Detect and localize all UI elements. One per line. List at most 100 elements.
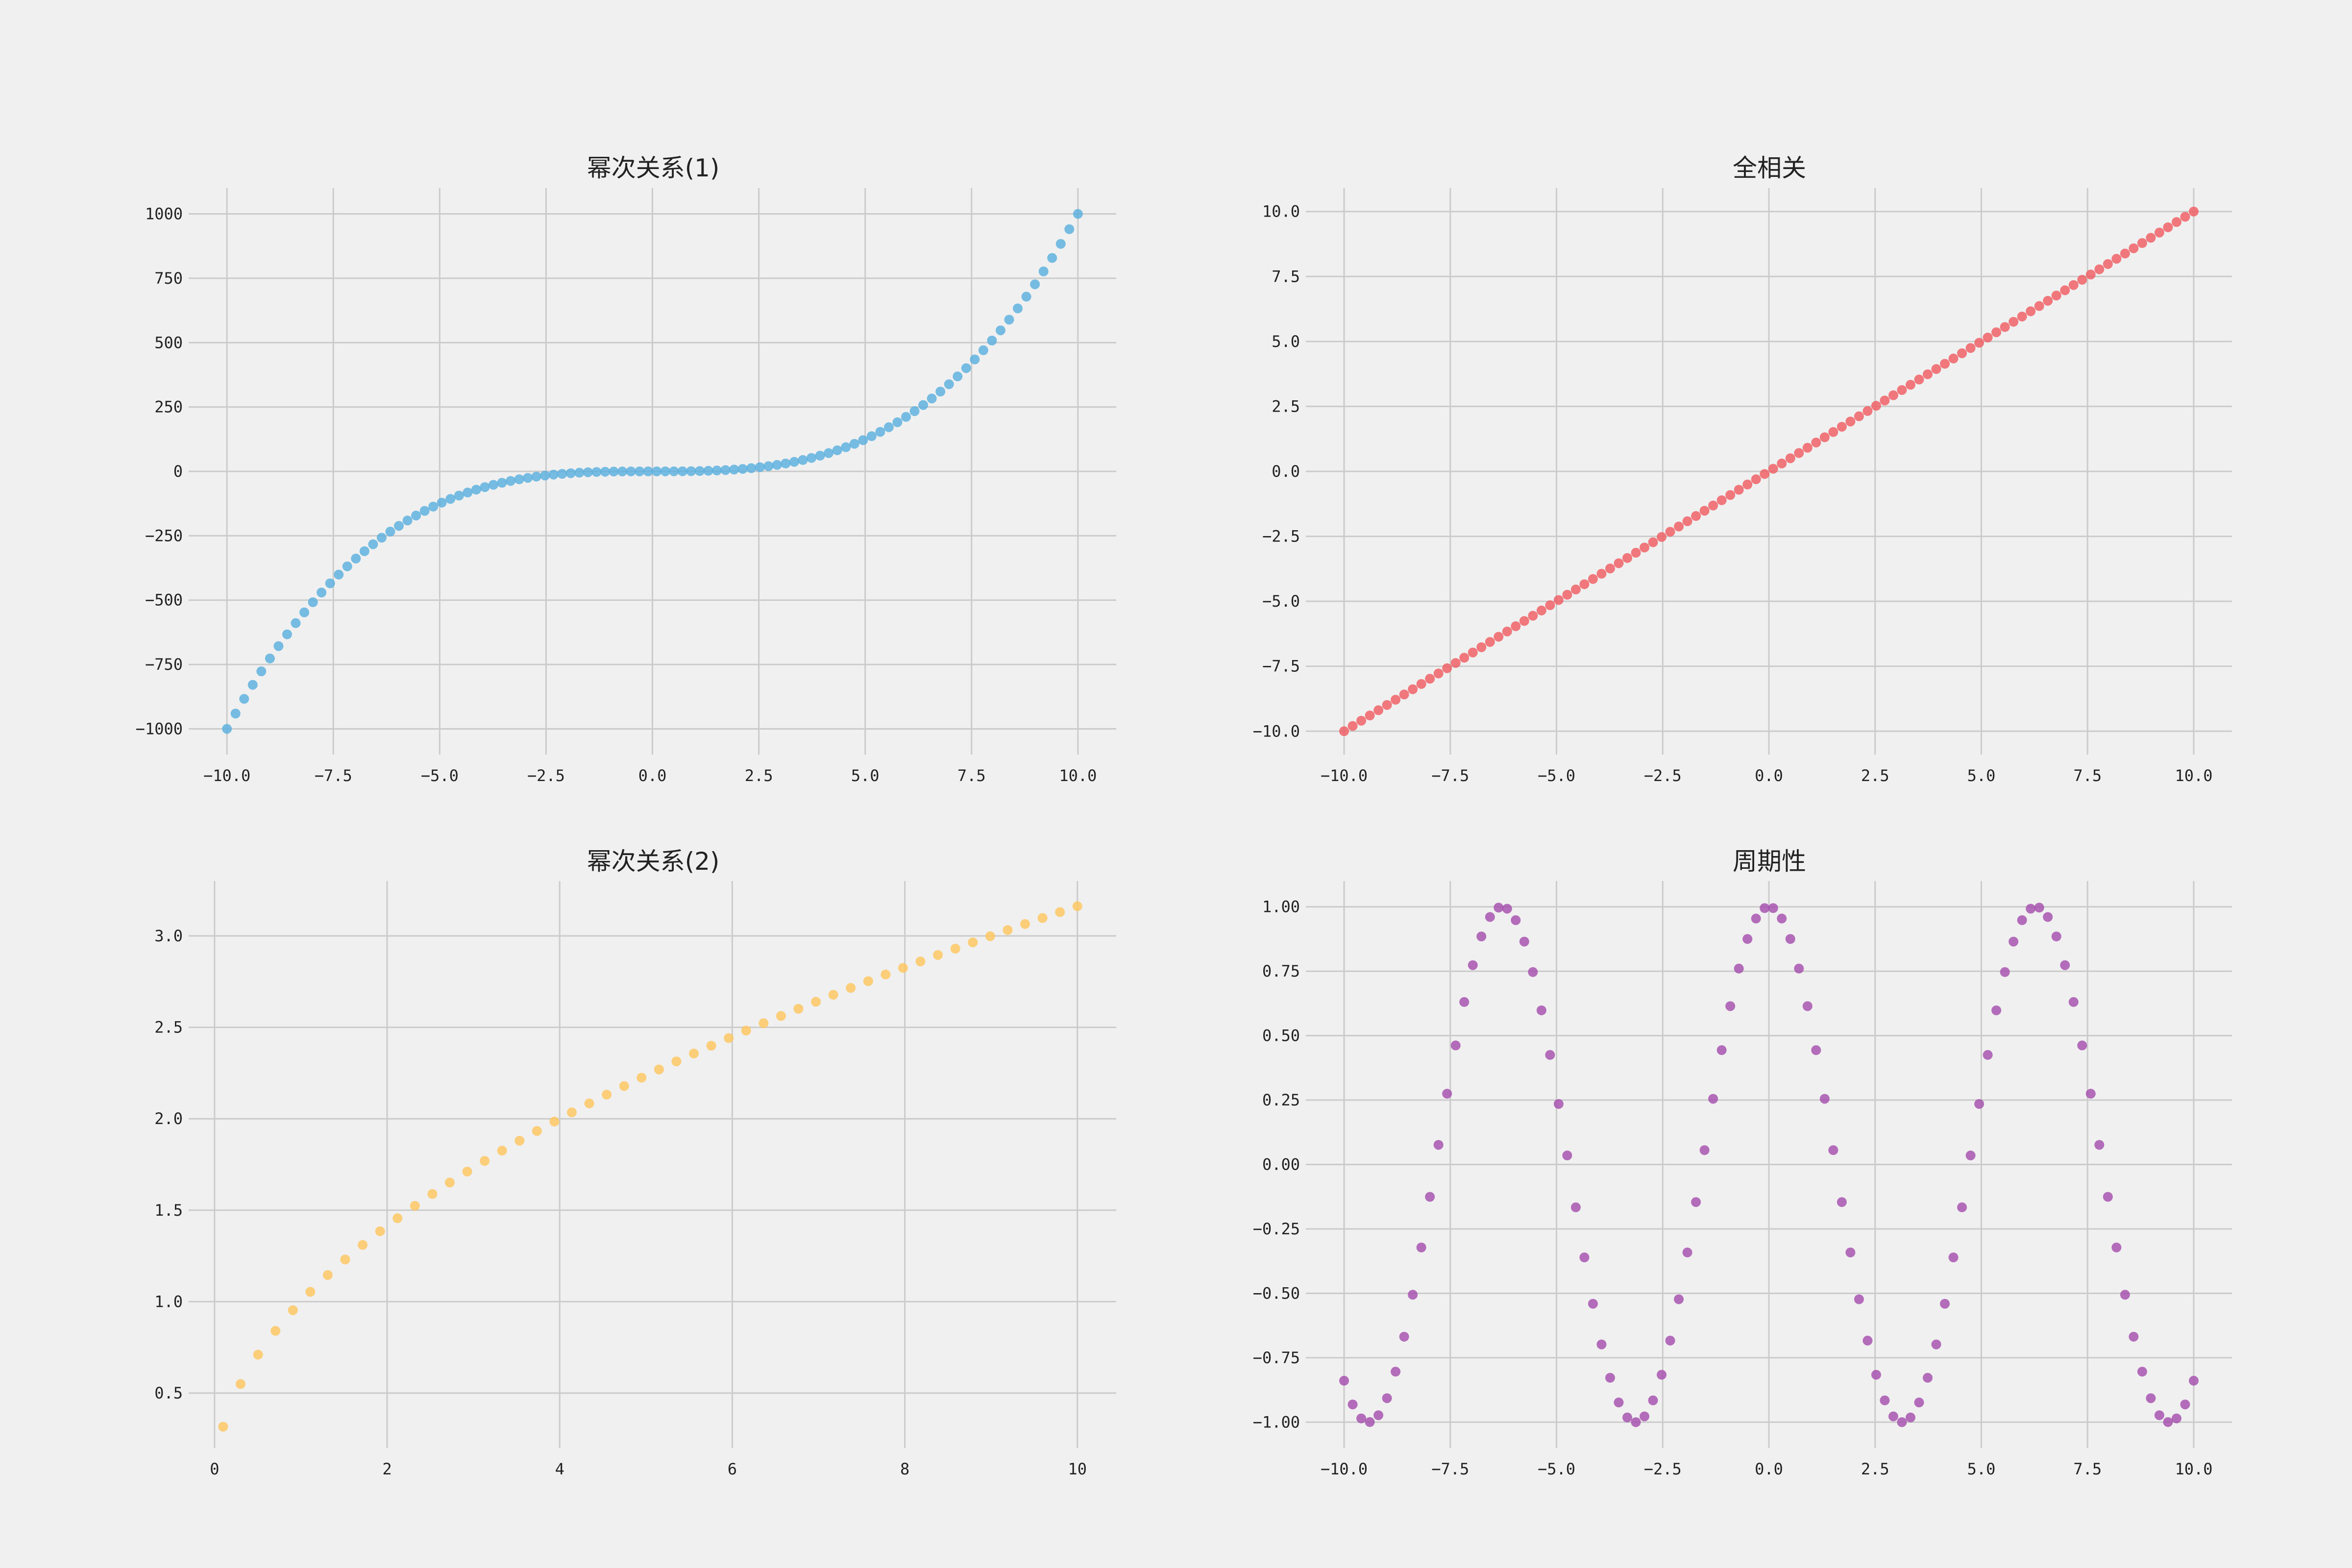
data-point bbox=[1734, 963, 1744, 974]
data-point bbox=[514, 474, 524, 485]
data-point bbox=[1425, 674, 1435, 684]
data-point bbox=[385, 526, 395, 537]
data-point bbox=[288, 1305, 298, 1315]
data-point bbox=[617, 466, 628, 477]
data-point bbox=[1819, 432, 1830, 442]
data-point bbox=[1579, 1252, 1590, 1263]
data-point bbox=[1399, 689, 1409, 700]
data-point bbox=[1760, 903, 1770, 913]
data-point bbox=[720, 465, 731, 475]
y-tick-label: 1.00 bbox=[1262, 898, 1300, 916]
data-point bbox=[776, 1011, 786, 1021]
data-point bbox=[1021, 292, 1031, 302]
data-point bbox=[2068, 280, 2079, 290]
subplot-power-relation-2: 幂次关系(2) 0 2 4 6 8 10 3.0 2.5 2.0 1.5 1.0 0.5 bbox=[154, 847, 1116, 1478]
data-point bbox=[2188, 206, 2199, 217]
data-point bbox=[1657, 1370, 1667, 1380]
data-point bbox=[1862, 1335, 1873, 1346]
data-point bbox=[1502, 904, 1512, 914]
data-point bbox=[933, 950, 943, 960]
data-point bbox=[1965, 343, 1976, 353]
data-point bbox=[1047, 253, 1057, 263]
data-point bbox=[1468, 647, 1478, 658]
data-point bbox=[540, 470, 550, 481]
data-point bbox=[1528, 967, 1538, 977]
y-tick-label: 0.00 bbox=[1262, 1155, 1300, 1174]
data-point bbox=[2085, 270, 2096, 280]
data-point bbox=[1004, 315, 1014, 325]
data-point bbox=[2017, 311, 2027, 321]
data-point bbox=[883, 422, 894, 432]
data-point bbox=[1605, 1372, 1615, 1383]
data-point bbox=[2000, 967, 2010, 977]
data-point bbox=[1948, 353, 1959, 364]
data-point bbox=[1897, 385, 1907, 395]
data-point bbox=[619, 1081, 629, 1091]
data-point bbox=[427, 1189, 438, 1199]
data-point bbox=[1682, 516, 1692, 526]
data-point bbox=[1570, 1202, 1581, 1212]
data-point bbox=[841, 442, 851, 452]
x-tick-label: −5.0 bbox=[1538, 766, 1575, 785]
data-point bbox=[322, 1270, 333, 1280]
x-tick-label: 0.0 bbox=[1755, 1460, 1783, 1478]
data-point bbox=[574, 467, 585, 478]
data-point bbox=[1819, 1094, 1830, 1104]
data-point bbox=[1665, 1335, 1675, 1346]
data-point bbox=[1570, 585, 1581, 595]
data-point bbox=[1562, 589, 1572, 600]
data-point bbox=[1631, 1417, 1641, 1427]
data-point bbox=[875, 427, 885, 437]
data-point bbox=[282, 629, 292, 639]
data-point bbox=[1020, 919, 1030, 929]
data-point bbox=[2171, 1413, 2181, 1423]
data-point bbox=[703, 466, 713, 476]
data-point bbox=[358, 1240, 368, 1250]
data-point bbox=[1588, 1298, 1598, 1309]
data-point bbox=[2068, 997, 2079, 1007]
data-point bbox=[1923, 369, 1933, 379]
data-point bbox=[1742, 479, 1753, 490]
data-point bbox=[1605, 564, 1615, 574]
x-tick-label: 0.0 bbox=[1755, 766, 1783, 785]
data-point bbox=[463, 488, 473, 498]
data-point bbox=[1416, 1242, 1426, 1252]
data-point bbox=[583, 467, 593, 477]
data-point bbox=[1356, 1413, 1367, 1423]
data-point bbox=[305, 1287, 316, 1297]
data-point bbox=[2163, 222, 2173, 232]
data-points bbox=[222, 209, 1083, 734]
data-point bbox=[2017, 915, 2027, 925]
x-tick-label: 10.0 bbox=[1059, 766, 1097, 785]
data-point bbox=[1708, 1094, 1718, 1104]
data-point bbox=[2043, 295, 2053, 306]
data-point bbox=[1923, 1372, 1933, 1383]
x-tick-label: 7.5 bbox=[957, 766, 986, 785]
data-point bbox=[1545, 600, 1555, 611]
data-point bbox=[961, 363, 971, 373]
y-tick-label: 10.0 bbox=[1262, 202, 1300, 221]
data-point bbox=[1408, 1290, 1418, 1300]
data-point bbox=[1433, 668, 1444, 679]
data-point bbox=[2120, 248, 2130, 259]
data-point bbox=[1931, 364, 1941, 374]
data-point bbox=[2034, 301, 2044, 311]
y-tick-label: 1.0 bbox=[154, 1292, 183, 1311]
data-point bbox=[927, 393, 937, 404]
data-point bbox=[2051, 291, 2061, 301]
data-point bbox=[1777, 913, 1787, 924]
data-point bbox=[1339, 726, 1349, 736]
data-point bbox=[376, 533, 387, 543]
data-point bbox=[368, 539, 378, 549]
data-point bbox=[737, 464, 748, 474]
data-point bbox=[1854, 1294, 1864, 1304]
data-point bbox=[1931, 1339, 1941, 1349]
data-point bbox=[811, 997, 821, 1007]
data-point bbox=[2154, 1410, 2164, 1421]
data-point bbox=[849, 439, 859, 449]
data-point bbox=[1725, 1001, 1736, 1011]
data-point bbox=[1760, 469, 1770, 479]
data-point bbox=[222, 724, 232, 734]
data-point bbox=[712, 466, 722, 476]
data-point bbox=[2180, 212, 2190, 222]
